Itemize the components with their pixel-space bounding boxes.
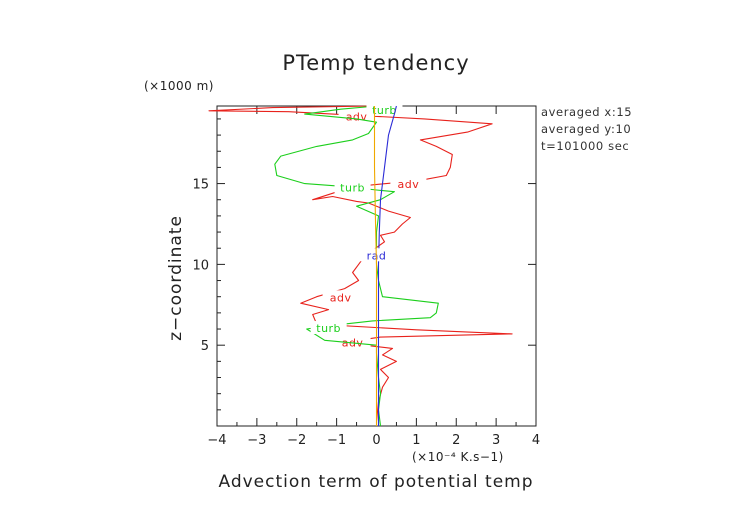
series-line-turb [274, 105, 439, 427]
series-label-turb: turb [372, 104, 397, 117]
series-label-bg-turb [310, 321, 347, 335]
annotation-time: t=101000 sec [541, 139, 629, 153]
x-tick-label: 3 [492, 433, 500, 448]
y-tick-label: 15 [192, 178, 209, 193]
series-label-bg-adv [390, 177, 427, 191]
series-label-bg-turb [334, 180, 371, 194]
x-tick-label: 1 [412, 433, 420, 448]
series-line-adv [208, 105, 513, 422]
plot-area: −4 −3 −2 −1 0 1 2 3 451015advadvadvadvturbturbtu… [192, 102, 540, 448]
series-label-bg-adv [322, 290, 359, 304]
series-label-bg-adv [338, 109, 375, 123]
x-tick-label: −4 [207, 433, 226, 448]
series-line-reference [373, 106, 378, 426]
x-tick-label: 2 [452, 433, 460, 448]
series-label-turb: turb [316, 322, 341, 335]
series-label-adv: adv [346, 110, 368, 123]
x-tick-label: 0 [372, 433, 380, 448]
y-axis-label: z−coordinate [166, 215, 186, 341]
annotation-averaged-x: averaged x:15 [541, 105, 632, 119]
x-tick-label: 4 [532, 433, 540, 448]
chart-title: PTemp tendency [282, 51, 469, 75]
x-tick-label: −2 [287, 433, 306, 448]
series-label-adv: adv [330, 291, 352, 304]
annotation-averaged-y: averaged y:10 [541, 122, 631, 136]
series-label-turb: turb [340, 181, 365, 194]
x-tick-label: −3 [247, 433, 266, 448]
x-tick-label: −1 [327, 433, 346, 448]
y-tick-label: 10 [192, 258, 209, 273]
y-tick-label: 5 [201, 339, 209, 354]
y-unit-label: (×1000 m) [144, 79, 214, 93]
series-label-bg-turb [366, 102, 403, 116]
series-label-adv: adv [398, 178, 420, 191]
x-unit-label: (×10⁻⁴ K.s−1) [412, 450, 504, 464]
x-axis-label: Advection term of potential temp [218, 472, 533, 492]
series-label-bg-adv [334, 335, 371, 349]
series-line-rad [377, 105, 397, 426]
